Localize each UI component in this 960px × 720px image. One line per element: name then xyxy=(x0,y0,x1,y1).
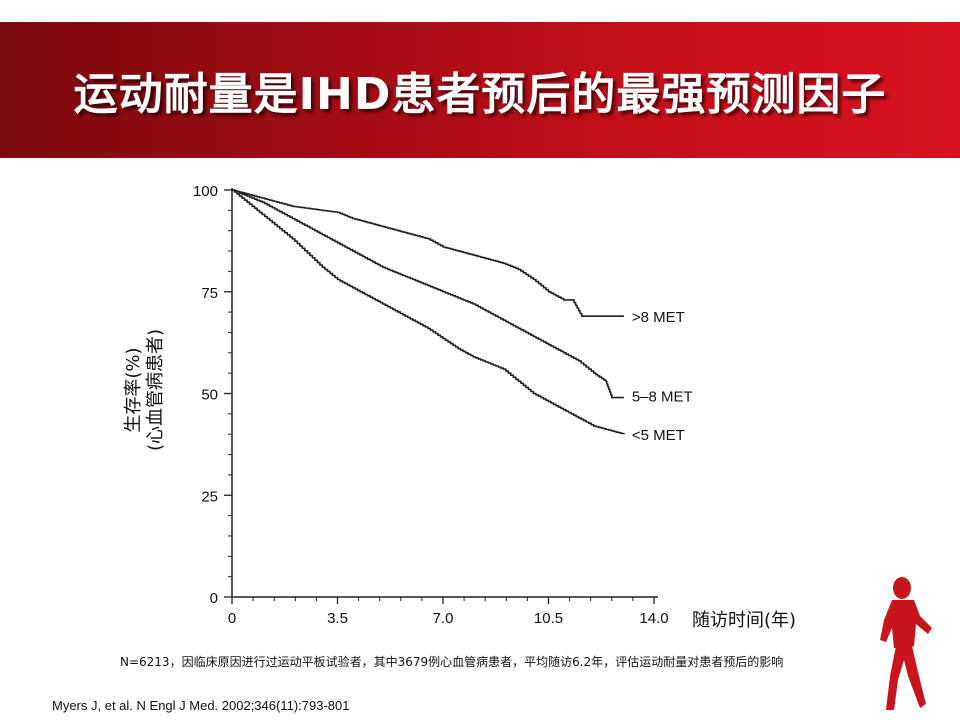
running-man-icon xyxy=(880,577,932,710)
x-axis-label: 随访时间(年) xyxy=(692,610,797,631)
x-tick-label: 0 xyxy=(228,610,236,627)
y-axis-label-line2: (心血管病患者) xyxy=(145,328,166,452)
x-tick-label: 3.5 xyxy=(327,610,348,627)
y-tick-label: 75 xyxy=(201,285,218,302)
x-tick-label: 14.0 xyxy=(639,610,668,627)
y-axis-label-line1: 生存率(%) xyxy=(123,347,144,433)
slide-title: 运动耐量是IHD患者预后的最强预测因子 xyxy=(73,69,887,120)
study-footnote: N=6213，因临床原因进行过运动平板试验者，其中3679例心血管病患者，平均随… xyxy=(120,655,784,669)
y-tick-label: 100 xyxy=(193,183,218,200)
chart-series xyxy=(232,189,625,435)
citation: Myers J, et al. N Engl J Med. 2002;346(1… xyxy=(52,698,350,713)
y-tick-label: 25 xyxy=(201,488,218,505)
title-banner xyxy=(0,22,960,158)
x-tick-label: 10.5 xyxy=(534,610,563,627)
survival-curve-1 xyxy=(232,189,624,317)
chart-labels: >8 MET 5–8 MET <5 MET xyxy=(632,309,693,444)
x-tick-label: 7.0 xyxy=(433,610,454,627)
series-label-3: <5 MET xyxy=(632,427,685,444)
series-label-2: 5–8 MET xyxy=(632,389,693,406)
chart-axes: 0 25 50 75 100 0 3.5 7.0 10.5 14.0 xyxy=(193,183,669,627)
survival-curve-3 xyxy=(232,189,625,435)
survival-curve-2 xyxy=(232,189,624,399)
y-tick-label: 0 xyxy=(210,590,218,607)
series-label-1: >8 MET xyxy=(632,309,685,326)
y-tick-label: 50 xyxy=(201,387,218,404)
